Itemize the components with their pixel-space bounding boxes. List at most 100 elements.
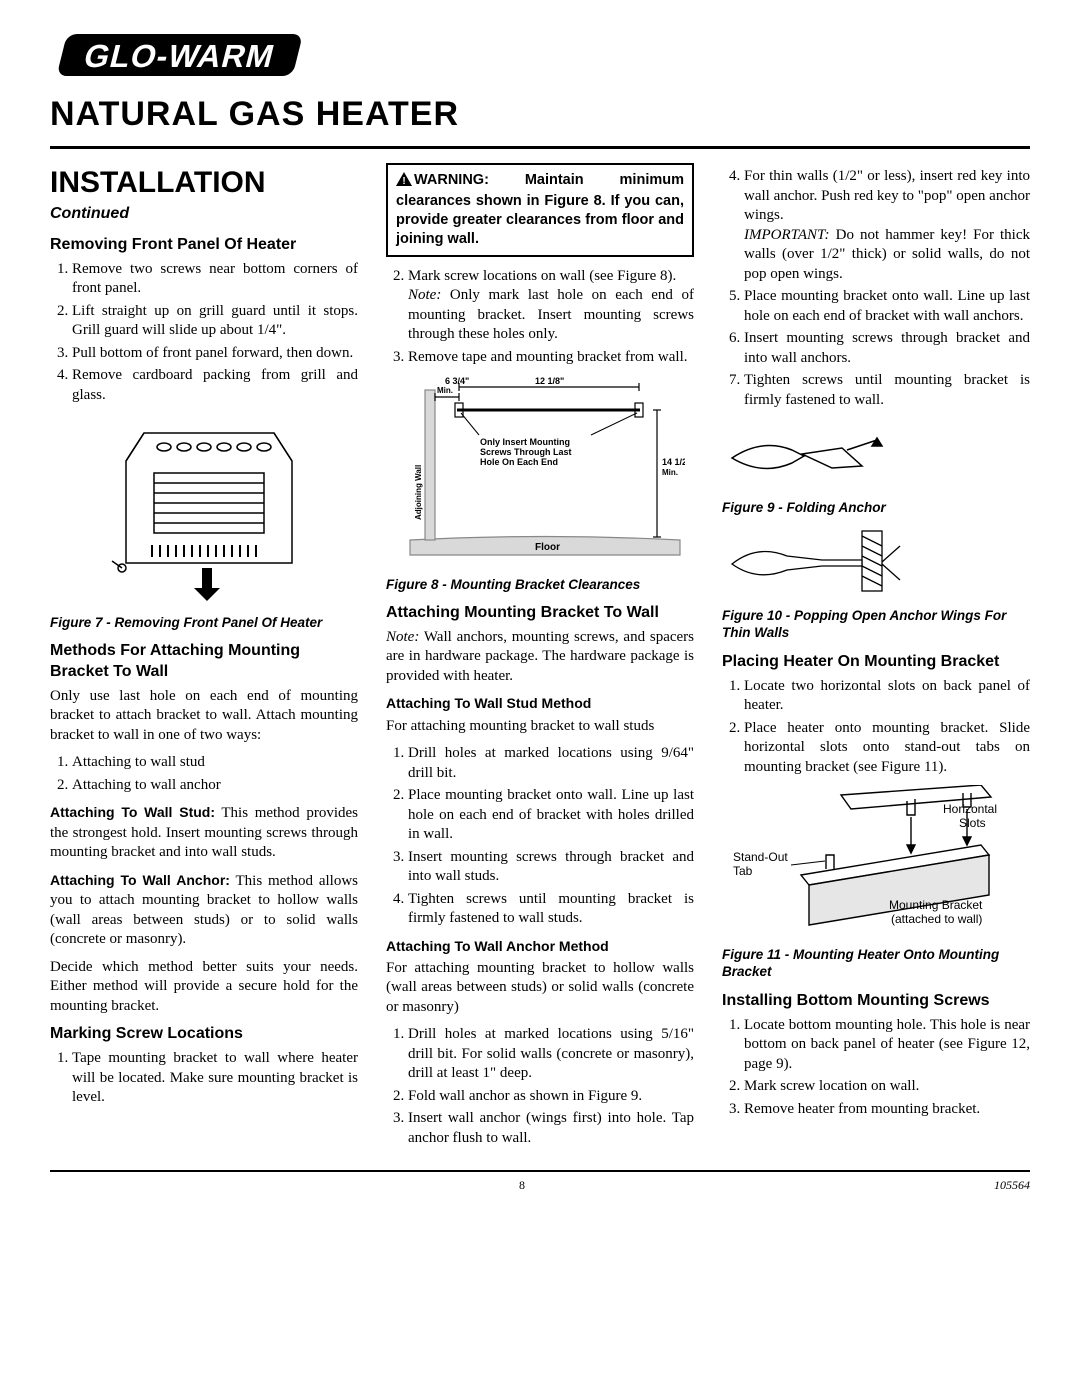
list-item: Remove two screws near bottom corners of…: [72, 260, 358, 299]
list-item: Tighten screws until mounting bracket is…: [744, 371, 1030, 410]
methods-intro: Only use last hole on each end of mounti…: [50, 687, 358, 746]
list-item: Remove cardboard packing from grill and …: [72, 366, 358, 405]
stud-intro: For attaching mounting bracket to wall s…: [386, 717, 694, 737]
list-item: Insert mounting screws through bracket a…: [408, 848, 694, 887]
svg-text:12 1/8": 12 1/8": [535, 376, 564, 386]
heading-placing: Placing Heater On Mounting Bracket: [722, 652, 1030, 673]
svg-text:6 3/4": 6 3/4": [445, 376, 469, 386]
figure-7-caption: Figure 7 - Removing Front Panel Of Heate…: [50, 614, 358, 632]
figure-9-caption: Figure 9 - Folding Anchor: [722, 499, 1030, 517]
figure-11: Stand-Out Tab Horizontal Slots Mounting …: [722, 785, 1030, 942]
list-item: Remove tape and mounting bracket from wa…: [408, 348, 694, 368]
note-label: Note:: [408, 287, 441, 303]
important-label: IMPORTANT:: [744, 227, 830, 243]
svg-text:(attached to wall): (attached to wall): [891, 912, 982, 926]
list-item: Lift straight up on grill guard until it…: [72, 302, 358, 341]
svg-text:Horizontal: Horizontal: [943, 802, 997, 816]
content-columns: INSTALLATION Continued Removing Front Pa…: [50, 163, 1030, 1156]
list-item: Insert wall anchor (wings first) into ho…: [408, 1109, 694, 1148]
warning-icon: !: [396, 172, 412, 192]
stud-label: Attaching To Wall Stud:: [50, 804, 215, 820]
figure-8: 6 3/4" Min. 12 1/8" 14 1/2" Min. Only In…: [386, 375, 694, 572]
figure-10-caption: Figure 10 - Popping Open Anchor Wings Fo…: [722, 607, 1030, 642]
doc-number: 105564: [994, 1178, 1030, 1194]
list-item: Mark screw location on wall.: [744, 1077, 1030, 1097]
figure-11-caption: Figure 11 - Mounting Heater Onto Mountin…: [722, 946, 1030, 981]
svg-text:Hole On Each End: Hole On Each End: [480, 457, 558, 467]
list-item: Tape mounting bracket to wall where heat…: [72, 1049, 358, 1108]
list-item: Place mounting bracket onto wall. Line u…: [744, 287, 1030, 326]
anchor-label: Attaching To Wall Anchor:: [50, 872, 230, 888]
list-item: Insert mounting screws through bracket a…: [744, 329, 1030, 368]
heading-stud-method: Attaching To Wall Stud Method: [386, 694, 694, 712]
svg-text:GLO-WARM: GLO-WARM: [80, 38, 278, 73]
brand-logo: GLO-WARM: [50, 30, 1030, 86]
heading-marking: Marking Screw Locations: [50, 1024, 358, 1045]
page-number: 8: [519, 1178, 525, 1194]
svg-text:Floor: Floor: [535, 542, 560, 553]
placing-steps: Locate two horizontal slots on back pane…: [722, 677, 1030, 778]
divider-bottom: [50, 1170, 1030, 1172]
svg-text:14 1/2": 14 1/2": [662, 457, 685, 467]
anchor-intro: For attaching mounting bracket to hollow…: [386, 959, 694, 1018]
list-item: Fold wall anchor as shown in Figure 9.: [408, 1087, 694, 1107]
figure-8-caption: Figure 8 - Mounting Bracket Clearances: [386, 576, 694, 594]
anchor-steps-cont: For thin walls (1/2" or less), insert re…: [722, 167, 1030, 410]
continued-label: Continued: [50, 204, 358, 225]
note-label: Note:: [386, 629, 419, 645]
section-title: INSTALLATION: [50, 163, 358, 202]
list-item: Tighten screws until mounting bracket is…: [408, 890, 694, 929]
methods-list: Attaching to wall stud Attaching to wall…: [50, 753, 358, 795]
figure-7: [50, 413, 358, 610]
svg-text:Min.: Min.: [437, 386, 453, 395]
installing-steps: Locate bottom mounting hole. This hole i…: [722, 1016, 1030, 1120]
svg-text:Stand-Out: Stand-Out: [733, 850, 788, 864]
svg-text:!: !: [402, 176, 405, 186]
heading-removing-panel: Removing Front Panel Of Heater: [50, 235, 358, 256]
marking-steps-1: Tape mounting bracket to wall where heat…: [50, 1049, 358, 1108]
list-item: Mark screw locations on wall (see Figure…: [408, 267, 694, 345]
list-item: Attaching to wall anchor: [72, 776, 358, 796]
column-1: INSTALLATION Continued Removing Front Pa…: [50, 163, 358, 1156]
marking-steps-2: Mark screw locations on wall (see Figure…: [386, 267, 694, 368]
column-2: ! WARNING: Maintain minimum clearances s…: [386, 163, 694, 1156]
figure-10: [722, 526, 1030, 603]
svg-text:Adjoining Wall: Adjoining Wall: [414, 465, 423, 520]
svg-text:Mounting Bracket: Mounting Bracket: [889, 898, 983, 912]
warning-text: WARNING: Maintain minimum clearances sho…: [396, 172, 684, 247]
wall-anchor-para: Attaching To Wall Anchor: This method al…: [50, 871, 358, 950]
list-item: Drill holes at marked locations using 9/…: [408, 744, 694, 783]
list-item: Locate two horizontal slots on back pane…: [744, 677, 1030, 716]
list-item: For thin walls (1/2" or less), insert re…: [744, 167, 1030, 284]
list-item: Pull bottom of front panel forward, then…: [72, 344, 358, 364]
list-item: Place mounting bracket onto wall. Line u…: [408, 786, 694, 845]
list-item: Drill holes at marked locations using 5/…: [408, 1025, 694, 1084]
note-text: Only mark last hole on each end of mount…: [408, 287, 694, 342]
removing-steps: Remove two screws near bottom corners of…: [50, 260, 358, 406]
step-text: Mark screw locations on wall (see Figure…: [408, 268, 676, 284]
wall-stud-para: Attaching To Wall Stud: This method prov…: [50, 803, 358, 863]
product-title: NATURAL GAS HEATER: [50, 92, 1030, 136]
list-item: Locate bottom mounting hole. This hole i…: [744, 1016, 1030, 1075]
heading-attach-bracket: Attaching Mounting Bracket To Wall: [386, 603, 694, 624]
column-3: For thin walls (1/2" or less), insert re…: [722, 163, 1030, 1156]
heading-anchor-method: Attaching To Wall Anchor Method: [386, 937, 694, 955]
svg-text:Screws Through Last: Screws Through Last: [480, 447, 572, 457]
svg-text:Slots: Slots: [959, 816, 986, 830]
page-footer: 8 105564: [50, 1178, 1030, 1194]
heading-methods: Methods For Attaching Mounting Bracket T…: [50, 641, 358, 683]
list-item: Attaching to wall stud: [72, 753, 358, 773]
stud-steps: Drill holes at marked locations using 9/…: [386, 744, 694, 929]
list-item: Remove heater from mounting bracket.: [744, 1100, 1030, 1120]
list-item: Place heater onto mounting bracket. Slid…: [744, 719, 1030, 778]
svg-text:Tab: Tab: [733, 864, 753, 878]
heading-installing-screws: Installing Bottom Mounting Screws: [722, 991, 1030, 1012]
svg-text:Only Insert Mounting: Only Insert Mounting: [480, 437, 570, 447]
warning-box: ! WARNING: Maintain minimum clearances s…: [386, 163, 694, 256]
divider-top: [50, 146, 1030, 149]
figure-9: [722, 418, 1030, 495]
decide-text: Decide which method better suits your ne…: [50, 958, 358, 1017]
anchor-steps: Drill holes at marked locations using 5/…: [386, 1025, 694, 1148]
attach-note: Note: Wall anchors, mounting screws, and…: [386, 628, 694, 687]
svg-text:Min.: Min.: [662, 468, 678, 477]
